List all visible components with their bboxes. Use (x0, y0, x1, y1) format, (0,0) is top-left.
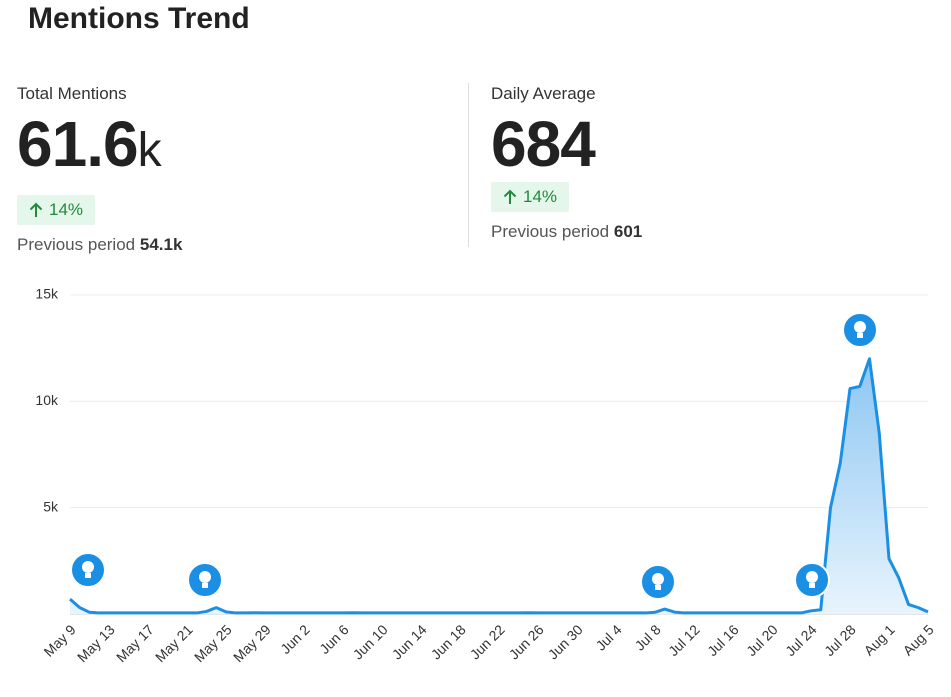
change-text: 14% (523, 187, 558, 206)
insight-marker[interactable] (187, 562, 223, 598)
stat-label: Total Mentions (17, 84, 127, 103)
stat-unit: k (137, 124, 162, 177)
insight-marker[interactable] (794, 562, 830, 598)
change-text: 14% (49, 200, 84, 219)
stat-average: Daily Average 684 14% Previous period 60… (491, 84, 642, 242)
stat-number: 61.6 (17, 108, 139, 180)
previous-label: Previous period (17, 235, 136, 254)
change-badge: 14% (491, 182, 570, 212)
previous: Previous period 601 (491, 222, 642, 242)
title: Mentions Trend (28, 2, 250, 35)
previous-value: 54.1k (139, 235, 183, 254)
insight-marker[interactable] (640, 564, 676, 600)
up-arrow (503, 189, 517, 204)
insight-marker[interactable] (70, 552, 106, 588)
stat-label: Daily Average (491, 84, 596, 103)
previous-value: 601 (613, 222, 643, 241)
divider (468, 83, 469, 247)
stat-total: Total Mentions 61.6k 14% Previous period… (17, 84, 182, 255)
stat-number: 684 (491, 108, 596, 180)
up-arrow (29, 202, 43, 217)
change-badge: 14% (17, 195, 96, 225)
previous-label: Previous period (491, 222, 610, 241)
stat-value: 684 (491, 112, 642, 176)
previous: Previous period 54.1k (17, 235, 182, 255)
stat-value: 61.6k (17, 112, 182, 183)
insight-marker[interactable] (842, 312, 878, 348)
